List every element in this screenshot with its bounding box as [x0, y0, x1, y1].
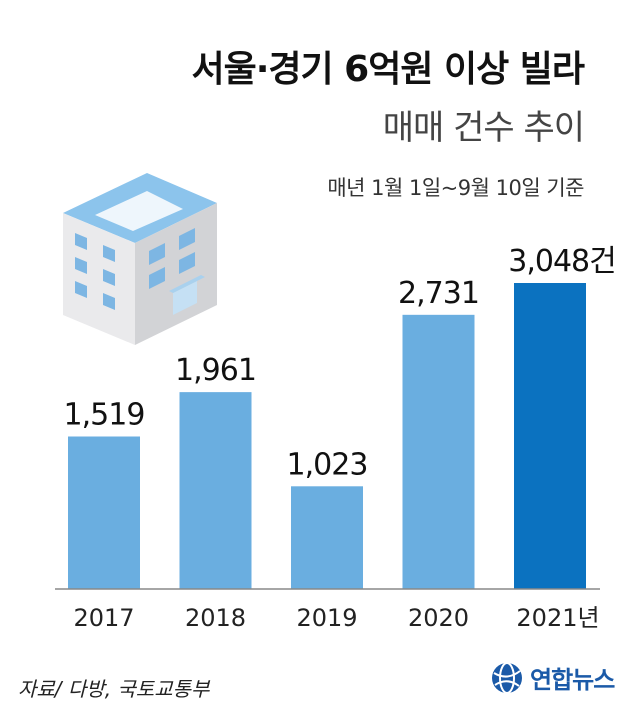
- value-label-2017: 1,519: [64, 398, 145, 433]
- bar-2019: [291, 486, 363, 589]
- value-label-2021: 3,048건: [508, 244, 615, 279]
- bar-2020: [402, 314, 475, 589]
- value-label-2020: 2,731: [398, 276, 479, 311]
- category-label-2019: 2019: [296, 604, 357, 632]
- yonhap-globe-icon: [492, 661, 522, 694]
- value-label-2018: 1,961: [175, 353, 256, 388]
- category-label-2018: 2018: [185, 604, 246, 632]
- chart-subtitle: 매매 건수 추이: [382, 108, 585, 148]
- value-label-2019: 1,023: [287, 447, 368, 482]
- bar-2017: [68, 436, 140, 589]
- category-label-2021: 2021년: [516, 604, 599, 632]
- source-credit: 자료/ 다방, 국토교통부: [18, 677, 210, 701]
- category-label-2020: 2020: [408, 604, 469, 632]
- category-label-2017: 2017: [73, 604, 134, 632]
- chart-title: 서울·경기 6억원 이상 빌라: [191, 49, 585, 90]
- date-range-note: 매년 1월 1일~9월 10일 기준: [327, 176, 584, 200]
- bar-2018: [179, 392, 252, 589]
- bar-2021: [514, 283, 586, 589]
- building-icon: [63, 173, 217, 345]
- brand-logo: 연합뉴스: [490, 660, 615, 695]
- brand-name: 연합뉴스: [530, 666, 615, 694]
